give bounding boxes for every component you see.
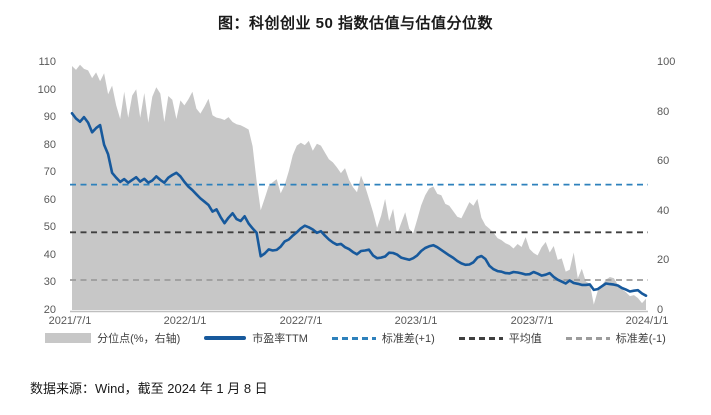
y-axis-left-label: 70: [43, 166, 56, 178]
y-axis-left-label: 80: [43, 139, 56, 151]
legend-label-stddev-plus1: 标准差(+1): [381, 333, 435, 345]
y-axis-right-label: 100: [657, 56, 676, 68]
legend-label-mean: 平均值: [508, 333, 542, 345]
y-axis-right-label: 80: [657, 106, 670, 118]
y-axis-left-label: 50: [43, 221, 56, 233]
legend-label-stddev-minus1: 标准差(-1): [615, 333, 666, 345]
data-source-note: 数据来源：Wind，截至 2024 年 1 月 8 日: [30, 381, 268, 396]
y-axis-left-label: 90: [43, 111, 56, 123]
legend: 分位点(%，右轴) 市盈率TTM 标准差(+1) 平均值 标准差(-1): [0, 330, 711, 346]
stddev-plus1-swatch-icon: [331, 336, 376, 340]
percentile-area: [72, 64, 646, 310]
x-axis-label: 2022/1/1: [163, 315, 207, 327]
legend-label-pe-ttm: 市盈率TTM: [252, 333, 308, 345]
y-axis-left-label: 60: [43, 194, 56, 206]
legend-item-mean: 平均值: [458, 330, 542, 346]
mean-swatch-icon: [458, 336, 503, 340]
x-axis-label: 2023/7/1: [510, 315, 554, 327]
x-axis-label: 2022/7/1: [279, 315, 323, 327]
y-axis-right-label: 0: [657, 304, 664, 316]
page-title: 图：科创创业 50 指数估值与估值分位数: [217, 15, 494, 32]
legend-item-stddev-minus1: 标准差(-1): [565, 330, 666, 346]
percentile-area-swatch-icon: [45, 333, 92, 343]
stddev-minus1-swatch-icon: [565, 336, 610, 340]
pe-line-swatch-icon: [204, 336, 247, 340]
legend-item-pe-ttm: 市盈率TTM: [204, 330, 308, 346]
x-axis-label: 2021/7/1: [48, 315, 92, 327]
pe-ttm-line: [70, 112, 648, 297]
y-axis-left-label: 110: [38, 56, 56, 68]
y-axis-right-label: 20: [657, 254, 670, 266]
legend-item-percentile: 分位点(%，右轴): [45, 330, 180, 346]
y-axis-left-label: 30: [43, 276, 56, 288]
legend-label-percentile: 分位点(%，右轴): [97, 333, 181, 345]
y-axis-left-label: 20: [43, 304, 56, 316]
y-axis-left-label: 100: [37, 84, 56, 96]
y-axis-right-label: 60: [657, 155, 670, 167]
legend-item-stddev-plus1: 标准差(+1): [331, 330, 435, 346]
x-axis-label: 2024/1/1: [625, 315, 669, 327]
x-axis-label: 2023/1/1: [394, 315, 438, 327]
y-axis-left-label: 40: [43, 249, 56, 261]
y-axis-right-label: 40: [657, 205, 670, 217]
